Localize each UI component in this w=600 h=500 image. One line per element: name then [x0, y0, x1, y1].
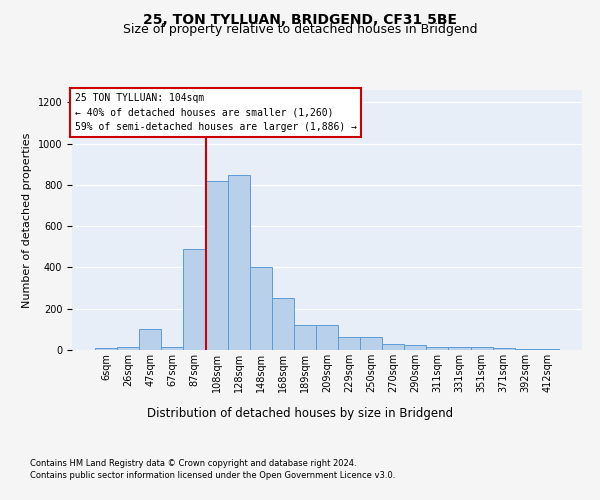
Text: Contains public sector information licensed under the Open Government Licence v3: Contains public sector information licen…: [30, 471, 395, 480]
Bar: [117, 348, 139, 350]
Bar: [139, 330, 161, 350]
Bar: [272, 298, 294, 350]
Bar: [448, 347, 470, 350]
Text: 25 TON TYLLUAN: 104sqm
← 40% of detached houses are smaller (1,260)
59% of semi-: 25 TON TYLLUAN: 104sqm ← 40% of detached…: [74, 92, 356, 132]
Text: Contains HM Land Registry data © Crown copyright and database right 2024.: Contains HM Land Registry data © Crown c…: [30, 458, 356, 468]
Bar: [382, 344, 404, 350]
Text: Distribution of detached houses by size in Bridgend: Distribution of detached houses by size …: [147, 408, 453, 420]
Bar: [294, 325, 316, 350]
Text: Size of property relative to detached houses in Bridgend: Size of property relative to detached ho…: [123, 22, 477, 36]
Y-axis label: Number of detached properties: Number of detached properties: [22, 132, 32, 308]
Bar: [537, 349, 559, 350]
Bar: [493, 348, 515, 350]
Bar: [227, 174, 250, 350]
Bar: [360, 336, 382, 350]
Bar: [206, 181, 227, 350]
Bar: [316, 325, 338, 350]
Bar: [161, 348, 184, 350]
Bar: [470, 347, 493, 350]
Bar: [427, 347, 448, 350]
Bar: [95, 348, 117, 350]
Bar: [184, 249, 206, 350]
Bar: [250, 268, 272, 350]
Bar: [515, 349, 537, 350]
Text: 25, TON TYLLUAN, BRIDGEND, CF31 5BE: 25, TON TYLLUAN, BRIDGEND, CF31 5BE: [143, 12, 457, 26]
Bar: [404, 345, 427, 350]
Bar: [338, 336, 360, 350]
